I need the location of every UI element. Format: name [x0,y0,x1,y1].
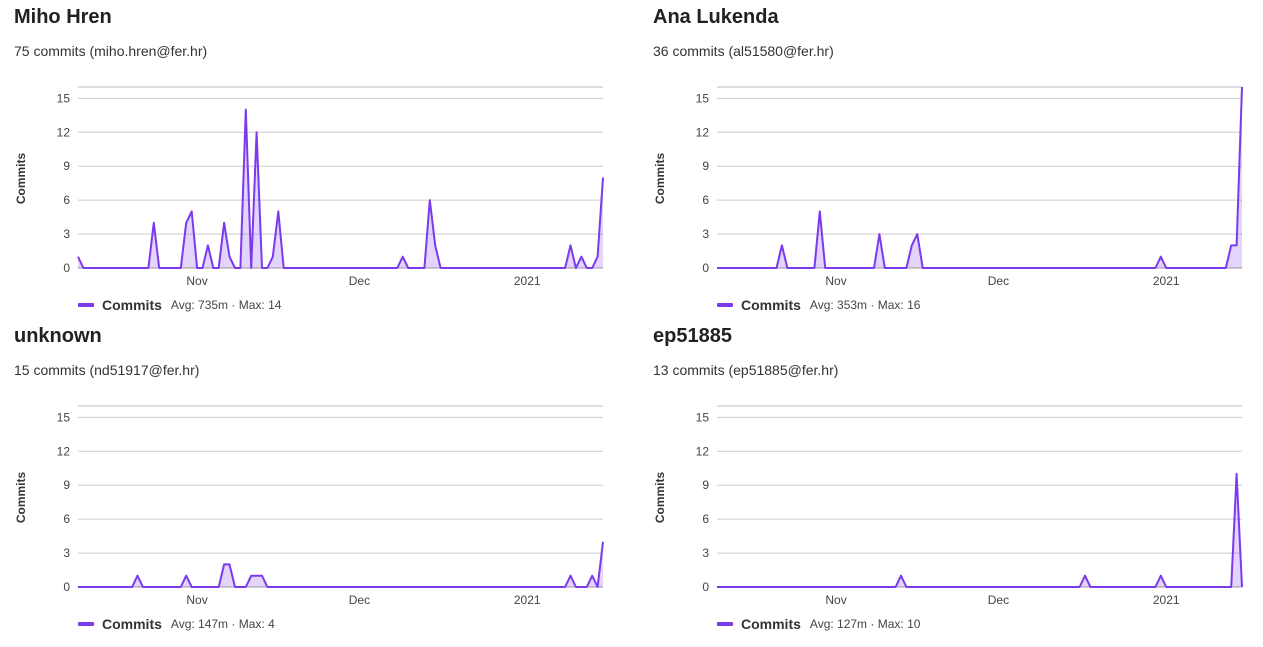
y-tick-label: 0 [702,580,709,594]
commits-chart: 0 3 6 9 12 15 Nov Dec 2021 Commits [14,405,604,607]
legend-avg: Avg: 353m [809,298,868,312]
y-tick-label: 0 [702,261,709,275]
legend-swatch [78,622,94,626]
x-tick-label: 2021 [1153,274,1180,288]
legend-stats: Avg: 147m · Max: 4 [170,617,275,631]
series-area [717,87,1242,268]
chart-legend[interactable]: Commits Avg: 735m · Max: 14 [78,297,281,313]
series-line[interactable] [78,541,604,588]
x-tick-label: Dec [349,593,370,607]
commit-summary: 13 commits (ep51885@fer.hr) [653,362,838,378]
chart-legend[interactable]: Commits Avg: 127m · Max: 10 [717,616,920,632]
x-tick-label: Dec [988,274,1009,288]
y-axis-label: Commits [14,153,28,205]
y-tick-label: 12 [696,125,710,139]
y-tick-label: 3 [63,546,70,560]
legend-max: Max: 10 [877,617,921,631]
y-tick-label: 15 [57,91,71,105]
series-line[interactable] [77,108,604,269]
commit-count: 13 commits [653,362,725,378]
legend-stats: Avg: 127m · Max: 10 [809,617,921,631]
y-tick-label: 3 [702,546,709,560]
legend-avg: Avg: 147m [170,617,229,631]
x-tick-label: Nov [825,274,846,288]
commit-summary: 36 commits (al51580@fer.hr) [653,43,834,59]
y-tick-label: 6 [63,193,70,207]
commits-chart: 0 3 6 9 12 15 Nov Dec 2021 Commits [14,86,604,288]
author-name: ep51885 [653,325,732,347]
contributor-panel: ep51885 13 commits (ep51885@fer.hr) 0 3 6 9… [639,319,1263,638]
legend-max: Max: 4 [238,617,275,631]
x-tick-label: Nov [186,593,207,607]
commits-chart: 0 3 6 9 12 15 Nov Dec 2021 Commits [653,86,1243,288]
x-tick-label: 2021 [1153,593,1180,607]
legend-swatch [717,622,733,626]
series-area [78,541,603,587]
legend-swatch [78,303,94,307]
y-tick-label: 9 [63,478,70,492]
legend-label: Commits [102,616,162,632]
y-tick-label: 9 [702,478,709,492]
legend-max: Max: 16 [877,298,921,312]
y-tick-label: 12 [57,444,71,458]
x-tick-label: Nov [825,593,846,607]
x-tick-label: Nov [186,274,207,288]
x-tick-label: Dec [349,274,370,288]
chart-legend[interactable]: Commits Avg: 353m · Max: 16 [717,297,920,313]
legend-stats: Avg: 353m · Max: 16 [809,298,921,312]
author-email: (ep51885@fer.hr) [728,362,839,378]
commits-chart: 0 3 6 9 12 15 Nov Dec 2021 Commits [653,405,1243,607]
legend-max: Max: 14 [238,298,282,312]
y-tick-label: 15 [696,410,710,424]
x-tick-label: 2021 [514,274,541,288]
commit-count: 36 commits [653,43,725,59]
legend-label: Commits [102,297,162,313]
author-name: Ana Lukenda [653,6,779,28]
commit-summary: 15 commits (nd51917@fer.hr) [14,362,199,378]
series-line[interactable] [717,472,1243,588]
legend-avg: Avg: 735m [170,298,229,312]
legend-label: Commits [741,297,801,313]
y-tick-label: 6 [702,512,709,526]
author-email: (nd51917@fer.hr) [89,362,200,378]
y-tick-label: 0 [63,261,70,275]
y-axis-label: Commits [653,153,667,205]
legend-swatch [717,303,733,307]
y-tick-label: 6 [63,512,70,526]
commit-count: 15 commits [14,362,86,378]
y-tick-label: 12 [696,444,710,458]
y-tick-label: 0 [63,580,70,594]
y-tick-label: 15 [696,91,710,105]
series-area [717,473,1242,587]
y-tick-label: 9 [63,159,70,173]
author-email: (al51580@fer.hr) [728,43,834,59]
legend-stats: Avg: 735m · Max: 14 [170,298,282,312]
contributor-panel: Miho Hren 75 commits (miho.hren@fer.hr) … [0,0,631,319]
y-tick-label: 12 [57,125,71,139]
y-tick-label: 15 [57,410,71,424]
commit-count: 75 commits [14,43,86,59]
y-tick-label: 9 [702,159,709,173]
y-tick-label: 3 [702,227,709,241]
y-axis-label: Commits [14,472,28,524]
commit-summary: 75 commits (miho.hren@fer.hr) [14,43,207,59]
y-tick-label: 3 [63,227,70,241]
contributor-panel: unknown 15 commits (nd51917@fer.hr) 0 3 6 9… [0,319,631,638]
legend-avg: Avg: 127m [809,617,868,631]
series-line[interactable] [717,86,1243,269]
author-name: Miho Hren [14,6,112,28]
y-tick-label: 6 [702,193,709,207]
x-tick-label: Dec [988,593,1009,607]
legend-label: Commits [741,616,801,632]
contributor-panel: Ana Lukenda 36 commits (al51580@fer.hr) … [639,0,1263,319]
author-email: (miho.hren@fer.hr) [89,43,208,59]
x-tick-label: 2021 [514,593,541,607]
y-axis-label: Commits [653,472,667,524]
author-name: unknown [14,325,102,347]
chart-legend[interactable]: Commits Avg: 147m · Max: 4 [78,616,275,632]
